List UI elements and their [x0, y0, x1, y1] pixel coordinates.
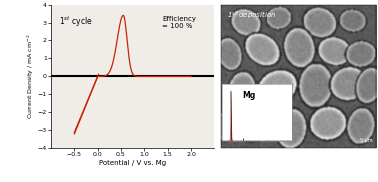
Text: 1$^{st}$ cycle: 1$^{st}$ cycle — [59, 15, 93, 29]
Text: 5 μm: 5 μm — [360, 138, 373, 143]
Y-axis label: Current Density / mA cm$^{-2}$: Current Density / mA cm$^{-2}$ — [26, 34, 36, 119]
X-axis label: Potential / V vs. Mg: Potential / V vs. Mg — [99, 160, 166, 166]
Text: 1$^{st}$ deposition: 1$^{st}$ deposition — [227, 9, 276, 21]
Text: Efficiency
= 100 %: Efficiency = 100 % — [162, 16, 196, 29]
